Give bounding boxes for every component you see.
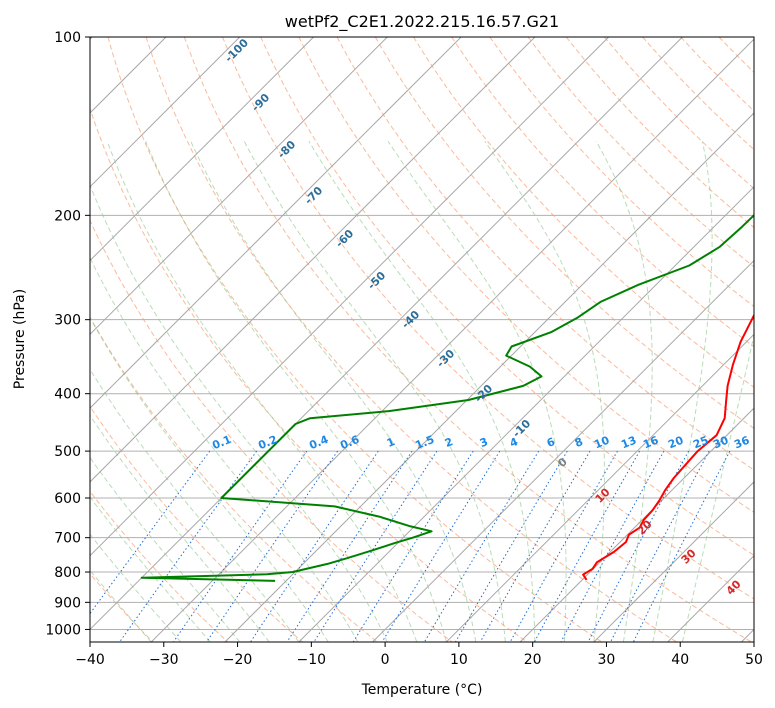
mixing-ratio-line <box>352 450 474 642</box>
dry-adiabat-line <box>451 37 754 348</box>
plot-area <box>90 37 754 642</box>
isotherm-gridline <box>90 37 241 188</box>
isotherm-gridline <box>150 38 754 642</box>
mixing-ratio-line <box>610 450 710 642</box>
mixing-ratio-label: 8 <box>573 435 585 450</box>
y-tick-label: 700 <box>54 531 81 547</box>
dewpoint-profile-line <box>140 213 754 582</box>
isotherm-gridline <box>90 37 610 557</box>
dry-adiabat-line <box>90 107 528 642</box>
dry-adiabat-line <box>90 490 229 642</box>
mixing-ratio-label: 13 <box>619 434 638 452</box>
background-lines <box>90 37 754 642</box>
isotherm-gridline <box>90 37 388 336</box>
chart-title: wetPf2_C2E1.2022.215.16.57.G21 <box>285 12 559 32</box>
x-tick-label: −20 <box>223 652 253 668</box>
x-tick-label: −30 <box>149 652 179 668</box>
mixing-ratio-label: 1 <box>385 435 397 450</box>
x-tick-label: 10 <box>450 652 468 668</box>
mixing-ratio-label: 10 <box>592 434 611 452</box>
dry-adiabat-line <box>90 405 304 642</box>
dry-adiabat-line <box>489 37 754 308</box>
dry-adiabat-line <box>222 37 754 600</box>
mixing-ratio-label: 3 <box>478 435 490 450</box>
x-tick-label: 40 <box>671 652 689 668</box>
y-tick-label: 100 <box>54 30 81 46</box>
isotherm-gridline <box>445 333 754 642</box>
dry-adiabat-line <box>260 37 754 556</box>
mixing-ratio-line <box>479 450 591 642</box>
mixing-ratio-label: 25 <box>691 434 710 452</box>
x-axis: −40 −30 −20 −10 0 10 20 30 40 50 <box>75 642 763 668</box>
dry-adiabat-line <box>336 37 754 471</box>
y-tick-label: 1000 <box>45 622 81 638</box>
mixing-ratio-line <box>172 450 308 642</box>
mixing-ratio-label: 20 <box>666 434 685 452</box>
dry-adiabat-line <box>527 37 754 268</box>
dry-adiabat-line <box>604 37 754 190</box>
isotherm-gridline <box>90 37 314 262</box>
mixing-ratio-label: 30 <box>711 434 730 452</box>
dry-adiabat-line <box>298 37 754 513</box>
mixing-ratio-line <box>423 450 540 642</box>
mixing-ratio-label: 36 <box>732 434 751 452</box>
dry-adiabat-line <box>183 37 753 642</box>
x-tick-label: 20 <box>524 652 542 668</box>
y-tick-label: 200 <box>54 208 81 224</box>
dry-adiabat-line <box>413 37 754 388</box>
x-tick-label: −40 <box>75 652 105 668</box>
isotherm-gridline <box>224 112 754 642</box>
mixing-ratio-line <box>560 450 665 642</box>
plot-frame <box>89 36 755 643</box>
profile-lines <box>140 213 754 582</box>
mixing-ratio-line <box>381 450 501 642</box>
dry-adiabat-line <box>374 37 754 429</box>
dry-adiabat-line <box>107 37 603 642</box>
mixing-ratio-line <box>206 450 339 642</box>
y-axis-label: Pressure (hPa) <box>12 289 28 389</box>
isotherm-gridline <box>90 37 683 631</box>
mixing-ratio-line <box>455 450 568 642</box>
mixing-ratio-line <box>533 450 641 642</box>
isotherm-gridline <box>372 259 754 642</box>
temperature-profile-line <box>582 313 754 581</box>
mixing-ratio-line <box>119 450 258 642</box>
isotherm-gridline <box>519 407 754 642</box>
mixing-ratio-label: 16 <box>641 434 660 452</box>
y-tick-label: 300 <box>54 313 81 329</box>
y-tick-label: 500 <box>54 444 81 460</box>
x-axis-label: Temperature (°C) <box>361 682 483 698</box>
x-tick-label: 50 <box>745 652 763 668</box>
isotherm-gridline <box>593 481 754 642</box>
isotherm-gridline <box>90 37 462 409</box>
dry-adiabat-line <box>90 316 379 642</box>
x-tick-label: 30 <box>598 652 616 668</box>
mixing-ratio-label: 2 <box>443 435 455 450</box>
y-tick-label: 600 <box>54 491 81 507</box>
y-axis: 100 200 300 400 500 600 700 800 900 1000 <box>45 30 90 638</box>
mixing-ratio-line <box>313 450 438 642</box>
y-tick-label: 900 <box>54 595 81 611</box>
y-tick-label: 800 <box>54 565 81 581</box>
mixing-ratio-line <box>509 450 618 642</box>
x-tick-label: 0 <box>381 652 390 668</box>
x-tick-label: −10 <box>297 652 327 668</box>
isotherm-gridline <box>90 37 536 483</box>
dry-adiabat-line <box>145 37 678 642</box>
y-tick-label: 400 <box>54 387 81 403</box>
